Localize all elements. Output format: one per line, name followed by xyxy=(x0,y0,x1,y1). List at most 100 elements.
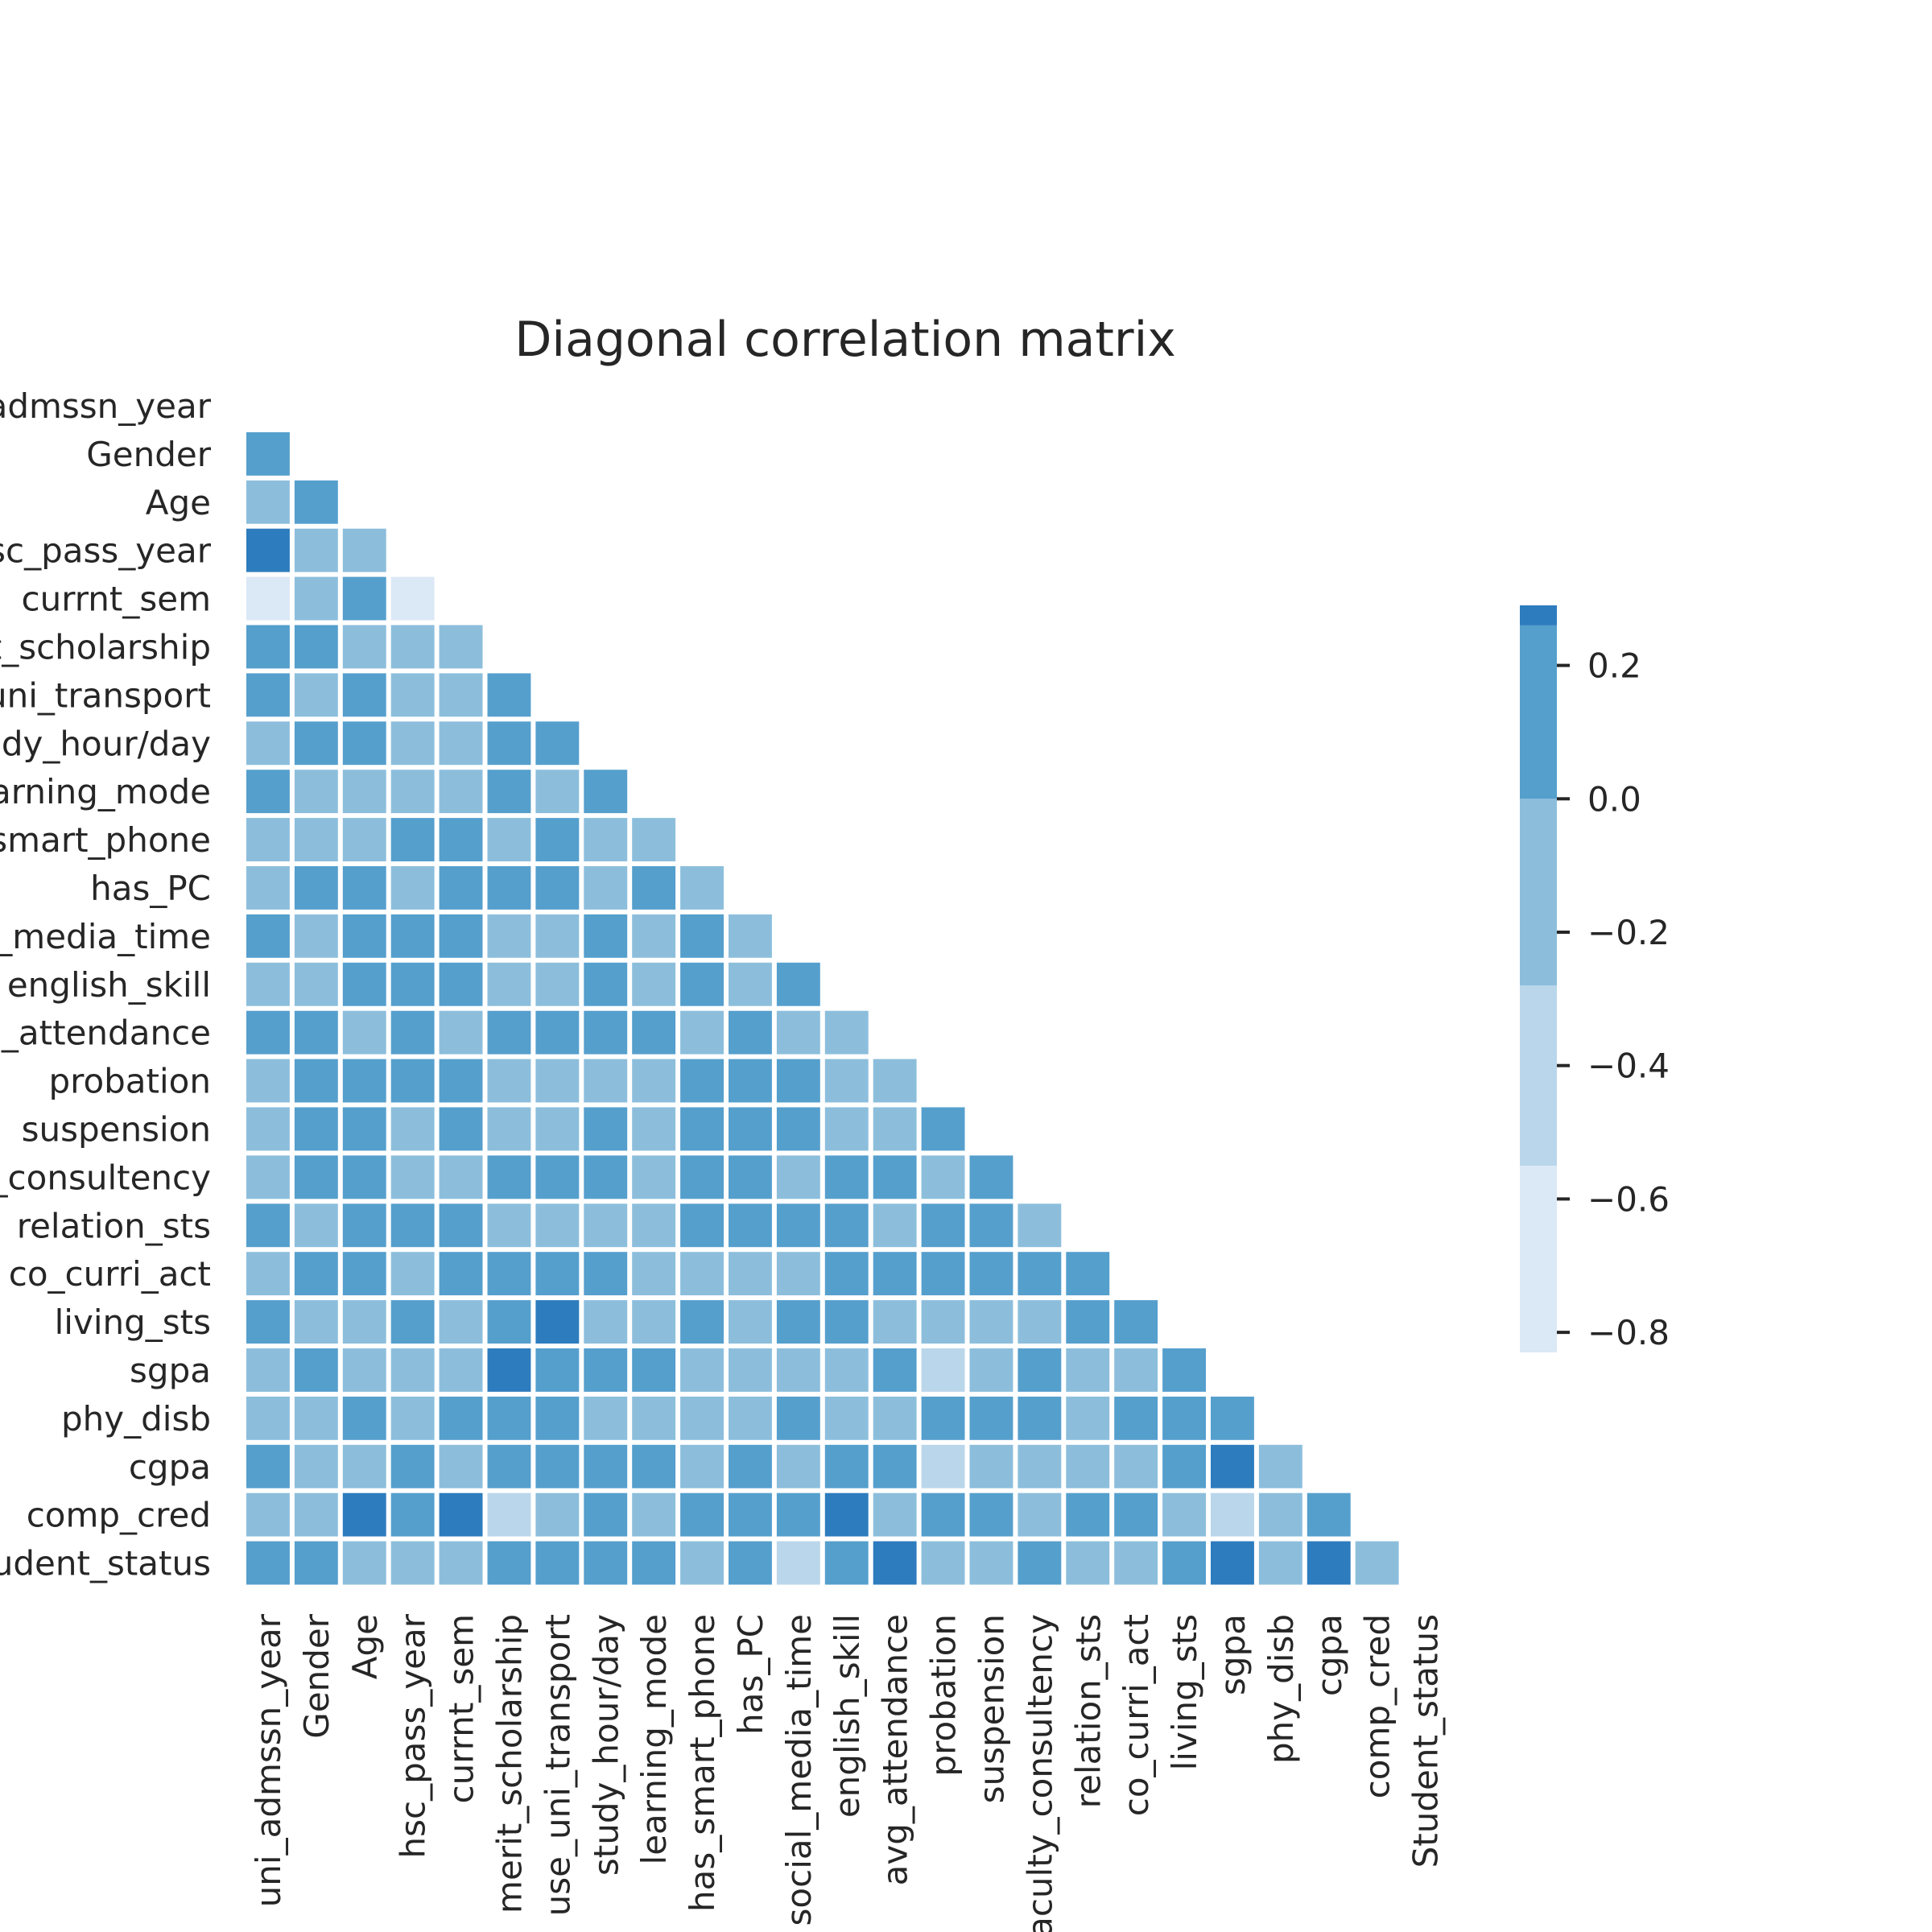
heatmap-cell xyxy=(873,1059,917,1103)
heatmap-cell xyxy=(294,480,338,524)
colorbar-tick-label: −0.4 xyxy=(1587,1046,1670,1086)
heatmap-cell xyxy=(680,914,724,958)
heatmap-cell xyxy=(921,1492,965,1537)
heatmap-cell xyxy=(342,1541,386,1585)
colorbar-band xyxy=(1520,1166,1557,1352)
heatmap-cell xyxy=(342,914,386,958)
heatmap-cell xyxy=(776,1348,820,1392)
heatmap-cell xyxy=(439,818,483,861)
y-tick-label: learning_mode xyxy=(0,772,211,811)
heatmap-cell xyxy=(824,1541,869,1585)
heatmap-cell xyxy=(439,1300,483,1344)
heatmap-cell xyxy=(1066,1252,1110,1296)
heatmap-cell xyxy=(824,1444,869,1488)
heatmap-cell xyxy=(390,721,435,766)
heatmap-cell xyxy=(873,1541,917,1585)
heatmap-cell xyxy=(390,1252,435,1296)
x-tick-label: uni_admssn_year xyxy=(249,1613,288,1907)
x-tick-label: faculty_consultency xyxy=(1020,1614,1059,1932)
heatmap-cell xyxy=(294,1107,338,1151)
heatmap-cell xyxy=(584,1010,628,1055)
heatmap-cell xyxy=(921,1107,965,1151)
heatmap-cell xyxy=(584,914,628,958)
heatmap-cell xyxy=(969,1155,1013,1199)
y-tick-label: merit_scholarship xyxy=(0,628,211,667)
x-tick-label: study_hour/day xyxy=(586,1614,625,1876)
heatmap-cell xyxy=(294,1492,338,1537)
y-tick-label: co_curri_act xyxy=(9,1254,211,1294)
heatmap-cell xyxy=(1066,1444,1110,1488)
heatmap-cell xyxy=(246,866,290,910)
heatmap-cell xyxy=(535,1059,580,1103)
heatmap-cell xyxy=(776,1059,820,1103)
y-tick-label: living_sts xyxy=(55,1302,211,1342)
heatmap-cell xyxy=(632,1252,676,1296)
heatmap-cell xyxy=(390,962,435,1006)
heatmap-cell xyxy=(1066,1396,1110,1440)
y-tick-label: phy_disb xyxy=(61,1399,211,1439)
heatmap-cell xyxy=(342,1396,386,1440)
heatmap-cell xyxy=(439,1203,483,1248)
heatmap-cell xyxy=(390,1444,435,1488)
y-tick-label: english_skill xyxy=(7,965,211,1005)
colorbar: 0.2 0.0 −0.2 −0.4 −0.6 −0.8 xyxy=(1520,605,1670,1352)
x-tick-label: social_media_time xyxy=(779,1614,819,1926)
heatmap-cell xyxy=(246,1492,290,1537)
heatmap-cell xyxy=(294,1300,338,1344)
heatmap-cell xyxy=(1018,1252,1062,1296)
heatmap-cell xyxy=(680,1300,724,1344)
colorbar-band xyxy=(1520,985,1557,1166)
colorbar-tick-label: −0.8 xyxy=(1587,1313,1670,1352)
heatmap-cell xyxy=(776,1444,820,1488)
y-tick-label: relation_sts xyxy=(17,1206,211,1245)
heatmap-cell xyxy=(776,962,820,1006)
heatmap-cell xyxy=(824,1010,869,1055)
heatmap-cell xyxy=(294,866,338,910)
heatmap-cell xyxy=(1018,1541,1062,1585)
heatmap-cell xyxy=(873,1300,917,1344)
heatmap-cell xyxy=(1307,1492,1351,1537)
heatmap-cell xyxy=(729,1010,772,1055)
heatmap-cell xyxy=(921,1203,965,1248)
heatmap-cell xyxy=(487,1252,531,1296)
y-tick-label: Student_status xyxy=(0,1544,211,1583)
heatmap-cell xyxy=(535,1300,580,1344)
heatmap-cell xyxy=(969,1396,1013,1440)
heatmap-cell xyxy=(729,914,772,958)
heatmap-cell xyxy=(294,914,338,958)
heatmap-cell xyxy=(1211,1541,1254,1585)
heatmap-cell xyxy=(439,962,483,1006)
heatmap-cell xyxy=(632,818,676,861)
heatmap-cell xyxy=(969,1300,1013,1344)
heatmap-cell xyxy=(632,1444,676,1488)
heatmap-cell xyxy=(1162,1444,1206,1488)
x-tick-label: Gender xyxy=(297,1613,336,1739)
heatmap-cell xyxy=(680,1059,724,1103)
heatmap-cell xyxy=(342,1300,386,1344)
heatmap-cell xyxy=(873,1348,917,1392)
x-tick-label: probation xyxy=(924,1614,964,1777)
heatmap-cell xyxy=(487,914,531,958)
heatmap-cell xyxy=(729,1252,772,1296)
heatmap-cell xyxy=(824,1059,869,1103)
heatmap-cell xyxy=(294,721,338,766)
heatmap-cell xyxy=(1066,1348,1110,1392)
heatmap-cell xyxy=(584,1396,628,1440)
heatmap-cell xyxy=(246,1155,290,1199)
heatmap-cell xyxy=(246,1444,290,1488)
heatmap-cell xyxy=(535,866,580,910)
heatmap-cell xyxy=(487,1444,531,1488)
heatmap-cell xyxy=(632,1541,676,1585)
x-tick-label: co_curri_act xyxy=(1117,1614,1156,1816)
heatmap-cell xyxy=(1114,1396,1158,1440)
heatmap-cell xyxy=(390,770,435,814)
heatmap-cell xyxy=(776,1107,820,1151)
x-tick-label: merit_scholarship xyxy=(490,1614,530,1913)
x-tick-label: english_skill xyxy=(828,1614,867,1818)
heatmap-cell xyxy=(535,1444,580,1488)
heatmap-cell xyxy=(246,818,290,861)
heatmap-cell xyxy=(439,1010,483,1055)
heatmap-cell xyxy=(680,1107,724,1151)
chart-title: Diagonal correlation matrix xyxy=(514,312,1176,368)
